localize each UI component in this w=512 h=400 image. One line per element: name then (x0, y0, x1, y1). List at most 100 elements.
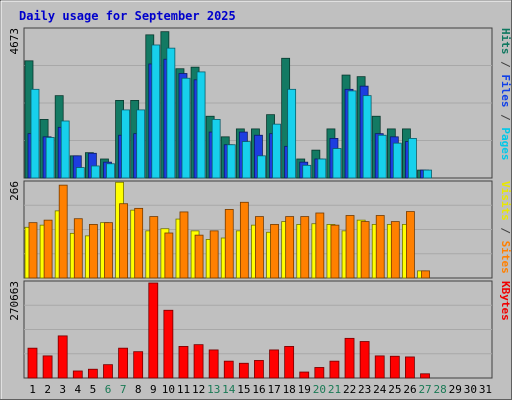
x-tick-label-day-19: 19 (298, 383, 311, 396)
bar-kbytes-kbytes-day-16 (254, 360, 264, 379)
bar-visits-sites-day-8 (134, 207, 144, 279)
bar-visits-sites-day-2 (43, 219, 53, 279)
x-tick-label-day-7: 7 (120, 383, 127, 396)
bar-kbytes-kbytes-day-11 (178, 346, 189, 379)
legend-entry: / (499, 108, 512, 128)
x-tick-label-day-22: 22 (343, 383, 356, 396)
x-tick-label-day-3: 3 (59, 383, 66, 396)
bar-kbytes-kbytes-day-4 (72, 370, 83, 379)
bar-visits-sites-day-17 (270, 224, 279, 279)
bar-kbytes-kbytes-day-10 (163, 309, 174, 379)
bar-hits-pages-day-23 (362, 95, 372, 179)
x-tick-label-day-15: 15 (237, 383, 250, 396)
panel-kbytes-legend: KBytes (499, 281, 512, 321)
bar-hits-pages-day-10 (166, 47, 176, 179)
bar-visits-sites-day-14 (224, 209, 234, 279)
legend-entry: Sites (499, 241, 512, 274)
bar-visits-sites-day-20 (315, 212, 325, 279)
bar-kbytes-kbytes-day-7 (118, 347, 128, 379)
bar-kbytes-kbytes-day-20 (314, 367, 325, 379)
bar-hits-pages-day-7 (121, 109, 130, 179)
x-tick-label-day-16: 16 (252, 383, 265, 396)
legend-entry: / (499, 221, 512, 241)
bar-kbytes-kbytes-day-13 (208, 349, 219, 379)
bar-visits-sites-day-16 (255, 216, 264, 279)
legend-entry: Hits (499, 28, 512, 55)
legend-entry: Files (499, 74, 512, 107)
bar-visits-sites-day-7 (119, 203, 128, 279)
bar-visits-sites-day-5 (88, 224, 98, 279)
bar-kbytes-kbytes-day-26 (405, 356, 415, 379)
x-tick-label-day-6: 6 (105, 383, 112, 396)
bar-hits-pages-day-25 (392, 142, 402, 179)
panel-hits-ymax-label: 4673 (8, 28, 21, 55)
bar-visits-sites-day-21 (330, 224, 340, 279)
x-tick-label-day-5: 5 (90, 383, 97, 396)
bar-kbytes-kbytes-day-27 (420, 373, 430, 379)
x-tick-label-day-1: 1 (29, 383, 36, 396)
bar-kbytes-kbytes-day-6 (103, 364, 113, 379)
panel-visits-legend: Visits / Sites (499, 181, 512, 274)
bar-kbytes-kbytes-day-8 (133, 351, 144, 379)
x-tick-label-day-4: 4 (75, 383, 82, 396)
bar-hits-pages-day-21 (332, 148, 342, 179)
bar-hits-pages-day-26 (408, 138, 417, 179)
bar-visits-sites-day-10 (164, 232, 174, 279)
bar-hits-pages-day-2 (45, 137, 55, 179)
bar-kbytes-kbytes-day-14 (223, 360, 234, 379)
bar-kbytes-kbytes-day-9 (148, 282, 159, 379)
x-tick-label-day-21: 21 (328, 383, 341, 396)
x-tick-label-day-24: 24 (373, 383, 387, 396)
bar-kbytes-kbytes-day-5 (87, 368, 98, 379)
x-tick-label-day-10: 10 (162, 383, 175, 396)
legend-entry: Pages (499, 127, 512, 160)
x-tick-label-day-18: 18 (283, 383, 296, 396)
panel-hits: 4673 Hits / Files / Pages (8, 27, 512, 179)
bar-hits-pages-day-11 (181, 77, 191, 179)
bar-hits-pages-day-24 (377, 134, 387, 179)
x-tick-label-day-27: 27 (418, 383, 431, 396)
bar-hits-pages-day-16 (257, 155, 266, 179)
bar-hits-pages-day-9 (151, 44, 161, 179)
panel-kbytes: 270663 KBytes (8, 280, 512, 379)
panel-hits-legend: Hits / Files / Pages (499, 28, 512, 161)
bar-hits-pages-day-1 (30, 88, 40, 179)
bar-visits-sites-day-4 (73, 218, 83, 279)
bar-visits-sites-day-1 (28, 222, 38, 279)
bar-visits-sites-day-11 (179, 211, 189, 279)
bar-visits-sites-day-24 (375, 215, 385, 279)
bar-hits-pages-day-17 (272, 123, 281, 179)
bar-hits-pages-day-19 (302, 164, 312, 179)
bar-hits-pages-day-4 (75, 167, 85, 179)
bar-visits-sites-day-26 (406, 211, 415, 279)
legend-entry: / (499, 55, 512, 75)
x-tick-label-day-12: 12 (192, 383, 205, 396)
x-tick-label-day-13: 13 (207, 383, 220, 396)
bar-visits-sites-day-6 (104, 222, 113, 279)
x-tick-label-day-31: 31 (479, 383, 492, 396)
bar-hits-pages-day-14 (226, 144, 236, 179)
bar-kbytes-kbytes-day-19 (299, 371, 310, 379)
bar-hits-pages-day-22 (347, 90, 357, 179)
x-tick-label-day-8: 8 (135, 383, 142, 396)
chart-title: Daily usage for September 2025 (19, 9, 236, 23)
panel-kbytes-ymax-label: 270663 (8, 281, 21, 321)
bar-hits-pages-day-18 (287, 88, 297, 179)
x-tick-label-day-20: 20 (313, 383, 326, 396)
bar-hits-pages-day-20 (317, 158, 327, 179)
bar-visits-sites-day-25 (390, 221, 400, 279)
panel-visits-ymax-label: 266 (8, 181, 21, 201)
bar-hits-pages-day-12 (196, 71, 206, 179)
x-tick-label-day-9: 9 (150, 383, 157, 396)
bar-kbytes-kbytes-day-17 (269, 349, 279, 379)
bar-visits-sites-day-19 (300, 216, 310, 279)
x-tick-label-day-28: 28 (434, 383, 447, 396)
bar-kbytes-kbytes-day-25 (389, 355, 400, 379)
bar-visits-sites-day-15 (239, 201, 249, 279)
bar-hits-pages-day-13 (211, 119, 221, 179)
bar-kbytes-kbytes-day-2 (42, 355, 53, 379)
x-tick-label-day-23: 23 (358, 383, 371, 396)
bar-visits-sites-day-13 (209, 230, 219, 279)
bar-kbytes-kbytes-day-1 (27, 347, 38, 379)
